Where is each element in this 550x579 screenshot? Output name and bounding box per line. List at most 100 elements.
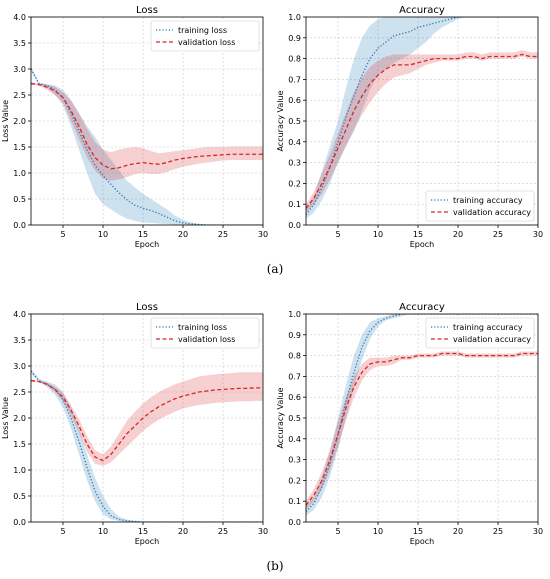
x-tick-label: 25: [493, 230, 503, 239]
y-tick-label: 2.0: [13, 414, 26, 423]
y-tick-label: 1.5: [13, 143, 26, 152]
legend: training accuracy validation accuracy: [425, 317, 535, 349]
chart-2: 5 10 15 20 25 30 0.0 0.1 0.2 0.3 0.4 0.5 0.6 0.7 0.8 0.…: [276, 5, 543, 249]
x-tick-label: 10: [98, 527, 108, 536]
legend-label: training loss: [178, 323, 227, 332]
y-axis-label: Accuracy Value: [276, 90, 285, 151]
x-tick-label: 15: [138, 527, 148, 536]
legend-box: [150, 317, 260, 349]
x-tick-label: 5: [60, 527, 65, 536]
y-tick-label: 0.0: [288, 518, 301, 527]
x-tick-label: 25: [218, 527, 228, 536]
x-tick-label: 20: [453, 230, 463, 239]
chart-4: 5 10 15 20 25 30 0.0 0.1 0.2 0.3 0.4 0.5 0.6 0.7 0.8 0.…: [276, 302, 543, 546]
y-tick-label: 0.7: [288, 75, 301, 84]
x-tick-label: 25: [493, 527, 503, 536]
y-tick-label: 0.4: [288, 138, 301, 147]
y-tick-label: 0.5: [13, 492, 26, 501]
legend-box: [150, 20, 260, 52]
confidence-band: [306, 351, 538, 510]
y-tick-label: 0.5: [288, 117, 301, 126]
y-axis-label: Loss Value: [1, 100, 10, 142]
y-tick-label: 4.0: [13, 310, 26, 319]
y-tick-label: 2.5: [13, 91, 26, 100]
y-tick-label: 0.8: [288, 55, 301, 64]
y-tick-label: 0.3: [288, 159, 301, 168]
y-tick-label: 1.0: [13, 169, 26, 178]
x-tick-label: 10: [373, 230, 383, 239]
legend-box: [425, 190, 535, 222]
chart-title: Accuracy: [399, 302, 445, 313]
chart-title: Loss: [136, 302, 158, 313]
x-tick-label: 5: [60, 230, 65, 239]
x-tick-label: 20: [178, 527, 188, 536]
confidence-band: [31, 368, 263, 522]
y-tick-label: 0.6: [288, 96, 301, 105]
chart-title: Loss: [136, 5, 158, 16]
legend: training loss validation loss: [150, 20, 260, 52]
x-tick-label: 15: [138, 230, 148, 239]
series-line: [306, 352, 538, 506]
y-tick-label: 3.0: [13, 65, 26, 74]
confidence-band: [31, 66, 263, 225]
legend-label: validation accuracy: [453, 208, 531, 217]
legend-label: validation accuracy: [453, 335, 531, 344]
x-tick-label: 25: [218, 230, 228, 239]
y-tick-label: 0.2: [288, 476, 301, 485]
y-tick-label: 0.9: [288, 331, 301, 340]
y-tick-label: 0.2: [288, 179, 301, 188]
y-tick-label: 0.7: [288, 372, 301, 381]
confidence-band: [31, 372, 263, 466]
y-tick-label: 0.0: [288, 221, 301, 230]
y-tick-label: 0.4: [288, 435, 301, 444]
y-tick-label: 1.0: [13, 466, 26, 475]
chart-1: 5 10 15 20 25 30 0.0 0.5 1.0 1.5 2.0 2.5 3.0 3.5 4.0 Lo…: [1, 5, 268, 249]
x-tick-label: 30: [533, 230, 543, 239]
legend: training accuracy validation accuracy: [425, 190, 535, 222]
y-tick-label: 0.5: [288, 414, 301, 423]
legend-label: validation loss: [178, 38, 235, 47]
y-axis-label: Loss Value: [1, 397, 10, 439]
y-tick-label: 3.5: [13, 336, 26, 345]
y-tick-label: 0.8: [288, 352, 301, 361]
y-tick-label: 0.0: [13, 518, 26, 527]
y-axis-label: Accuracy Value: [276, 387, 285, 448]
chart-3: 5 10 15 20 25 30 0.0 0.5 1.0 1.5 2.0 2.5 3.0 3.5 4.0 Lo…: [1, 302, 268, 546]
x-tick-label: 20: [453, 527, 463, 536]
y-tick-label: 2.5: [13, 388, 26, 397]
y-tick-label: 3.5: [13, 39, 26, 48]
y-tick-label: 1.0: [288, 310, 301, 319]
y-tick-label: 3.0: [13, 362, 26, 371]
series-line: [306, 314, 538, 513]
x-tick-label: 10: [98, 230, 108, 239]
y-tick-label: 0.6: [288, 393, 301, 402]
series-line: [31, 82, 263, 170]
series-line: [306, 53, 538, 209]
caption-b: (b): [266, 559, 284, 573]
x-tick-label: 20: [178, 230, 188, 239]
y-tick-label: 1.0: [288, 13, 301, 22]
confidence-band: [306, 17, 538, 219]
legend: training loss validation loss: [150, 317, 260, 349]
x-axis-label: Epoch: [410, 240, 435, 249]
x-tick-label: 30: [258, 230, 268, 239]
legend-label: training accuracy: [453, 323, 523, 332]
y-tick-label: 0.0: [13, 221, 26, 230]
legend-label: training accuracy: [453, 196, 523, 205]
caption-a: (a): [266, 262, 284, 276]
x-axis-label: Epoch: [410, 537, 435, 546]
x-tick-label: 5: [335, 527, 340, 536]
y-tick-label: 2.0: [13, 117, 26, 126]
x-tick-label: 30: [533, 527, 543, 536]
y-tick-label: 0.3: [288, 456, 301, 465]
legend-box: [425, 317, 535, 349]
x-axis-label: Epoch: [135, 240, 160, 249]
y-tick-label: 4.0: [13, 13, 26, 22]
series-line: [31, 68, 263, 225]
y-tick-label: 0.1: [288, 497, 301, 506]
y-tick-label: 1.5: [13, 440, 26, 449]
confidence-band: [31, 82, 263, 181]
legend-label: validation loss: [178, 335, 235, 344]
confidence-band: [306, 50, 538, 213]
x-tick-label: 15: [413, 230, 423, 239]
